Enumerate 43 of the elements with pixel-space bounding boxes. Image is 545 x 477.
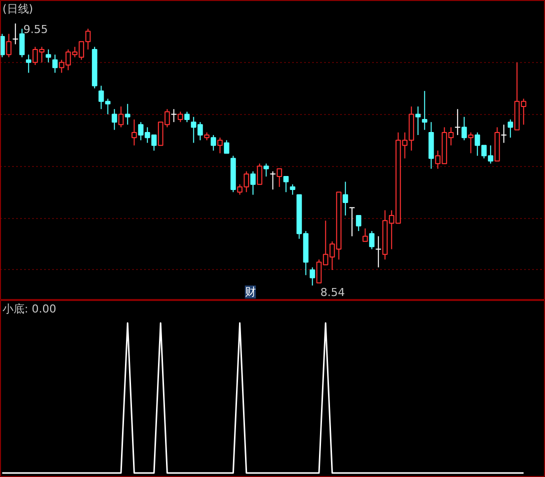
candlestick	[6, 33, 12, 58]
chart-title: 小底: 0.00	[2, 302, 56, 316]
candlestick	[112, 108, 118, 130]
candlestick	[283, 176, 289, 193]
candlestick	[217, 137, 223, 154]
candlestick	[132, 118, 137, 146]
candlestick	[0, 33, 5, 58]
candlestick	[210, 134, 216, 152]
candlestick	[276, 168, 282, 188]
candlestick	[124, 103, 130, 126]
candlestick	[462, 116, 467, 141]
candlestick	[290, 184, 296, 196]
candlestick	[500, 124, 507, 144]
candlestick	[184, 111, 190, 123]
candlestick	[369, 230, 374, 250]
candlestick	[468, 132, 474, 154]
candlestick	[52, 54, 58, 74]
candlestick	[454, 108, 461, 136]
candlestick	[508, 118, 514, 138]
candlestick	[270, 170, 276, 190]
candlestick	[375, 236, 382, 268]
candlestick	[356, 214, 362, 232]
candlestick	[250, 170, 256, 196]
candlestick	[46, 48, 52, 63]
candlestick	[224, 140, 230, 154]
candlestick	[415, 106, 421, 136]
candlestick	[422, 90, 428, 130]
candlestick	[264, 163, 269, 178]
candlestick	[178, 111, 184, 123]
annotation: 财	[244, 286, 256, 298]
chart-title: (日线)	[2, 2, 34, 16]
candlestick	[26, 54, 32, 74]
candlestick	[362, 228, 368, 242]
candlestick	[310, 266, 316, 286]
candlestick	[342, 181, 348, 216]
candlestick	[118, 106, 124, 128]
candlestick	[256, 163, 262, 185]
candlestick	[348, 207, 356, 237]
candlestick	[12, 23, 19, 45]
annotation: 9.55	[23, 23, 48, 36]
text: 8.54	[320, 286, 345, 299]
candlestick	[170, 108, 177, 123]
candlestick	[19, 28, 25, 58]
